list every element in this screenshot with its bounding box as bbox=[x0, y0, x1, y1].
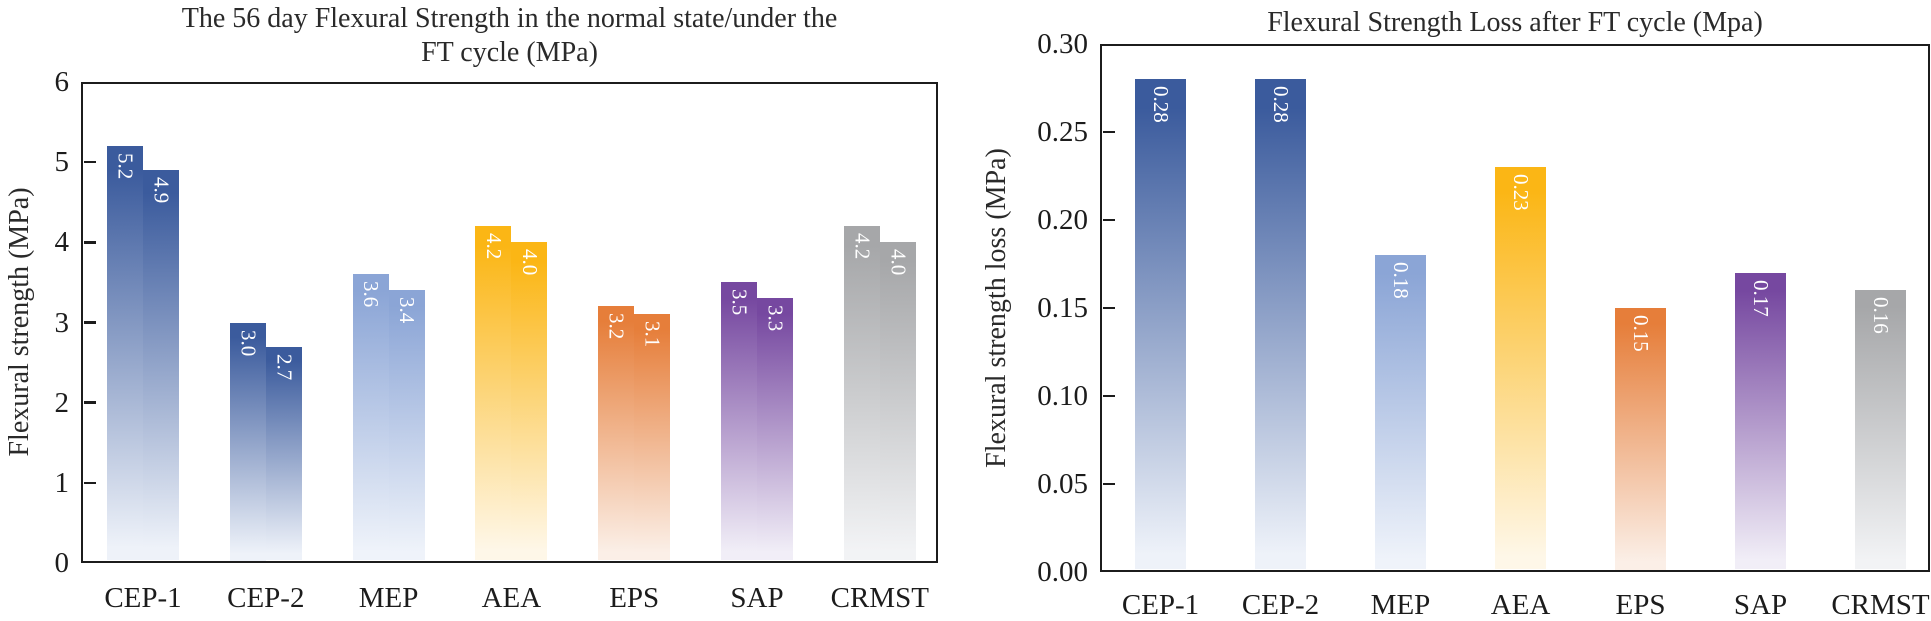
y-tick-label: 0.15 bbox=[1037, 292, 1088, 324]
y-tick bbox=[83, 241, 96, 244]
y-tick-label: 0.25 bbox=[1037, 116, 1088, 148]
bar-value-label: 4.2 bbox=[481, 233, 506, 260]
bar-CEP-2-strength-loss bbox=[1255, 79, 1306, 570]
y-tick bbox=[83, 401, 96, 404]
bar-MEP-under-FT-cycle bbox=[388, 290, 425, 561]
right-chart-title: Flexural Strength Loss after FT cycle (M… bbox=[1100, 6, 1930, 40]
x-category-label-CEP-2: CEP-2 bbox=[1241, 589, 1320, 621]
x-category-label-EPS: EPS bbox=[609, 582, 660, 614]
bar-value-label: 3.0 bbox=[236, 329, 261, 356]
left-chart-title-line2: FT cycle (MPa) bbox=[421, 37, 598, 68]
x-category-label-EPS: EPS bbox=[1615, 589, 1666, 621]
left-chart-title: The 56 day Flexural Strength in the norm… bbox=[81, 2, 938, 70]
y-tick-label: 0.30 bbox=[1037, 28, 1088, 60]
bar-value-label: 0.16 bbox=[1869, 297, 1893, 335]
bar-value-label: 3.3 bbox=[763, 305, 788, 332]
y-tick-label: 1 bbox=[54, 466, 70, 499]
x-category-label-MEP: MEP bbox=[1370, 589, 1431, 621]
x-category-label-CRMST: CRMST bbox=[830, 582, 929, 614]
bar-CRMST-under-FT-cycle bbox=[879, 242, 916, 561]
bar-value-label: 3.5 bbox=[727, 289, 752, 316]
bar-CEP-1-normal-state bbox=[107, 146, 143, 561]
bar-AEA-strength-loss bbox=[1495, 167, 1546, 570]
bar-SAP-under-FT-cycle bbox=[757, 298, 793, 561]
bar-value-label: 0.23 bbox=[1509, 174, 1533, 211]
bar-value-label: 4.9 bbox=[149, 177, 174, 204]
bar-value-label: 2.7 bbox=[272, 353, 297, 380]
y-tick-label: 0.05 bbox=[1037, 468, 1088, 500]
bar-SAP-normal-state bbox=[721, 282, 757, 561]
x-category-label-AEA: AEA bbox=[481, 582, 542, 614]
bar-CRMST-strength-loss bbox=[1855, 290, 1906, 570]
bar-value-label: 0.28 bbox=[1149, 86, 1173, 123]
x-category-label-MEP: MEP bbox=[358, 582, 419, 614]
bar-value-label: 4.0 bbox=[517, 249, 542, 276]
right-chart-title-line1: Flexural Strength Loss after FT cycle (M… bbox=[1267, 7, 1763, 38]
left-chart-title-line1: The 56 day Flexural Strength in the norm… bbox=[181, 3, 838, 34]
bar-value-label: 0.15 bbox=[1629, 315, 1653, 352]
x-category-label-SAP: SAP bbox=[730, 582, 784, 614]
bar-CEP-2-normal-state bbox=[229, 322, 266, 561]
y-tick bbox=[1102, 306, 1115, 310]
bar-value-label: 5.2 bbox=[113, 153, 138, 180]
y-tick bbox=[1102, 218, 1115, 222]
y-tick-label: 0.00 bbox=[1037, 556, 1088, 588]
bar-CRMST-normal-state bbox=[843, 226, 880, 561]
bar-EPS-normal-state bbox=[598, 306, 635, 561]
y-tick bbox=[1102, 394, 1115, 398]
bar-value-label: 4.0 bbox=[886, 249, 911, 276]
bar-EPS-under-FT-cycle bbox=[634, 314, 671, 561]
x-category-label-AEA: AEA bbox=[1490, 589, 1551, 621]
bar-value-label: 3.1 bbox=[640, 321, 665, 348]
x-category-label-CEP-2: CEP-2 bbox=[227, 582, 305, 614]
y-tick-label: 5 bbox=[54, 146, 70, 179]
bar-AEA-normal-state bbox=[475, 226, 512, 561]
y-tick bbox=[83, 481, 96, 485]
bar-MEP-strength-loss bbox=[1375, 255, 1426, 570]
y-tick bbox=[1102, 482, 1115, 486]
y-tick-label: 4 bbox=[54, 226, 70, 259]
x-category-label-CRMST: CRMST bbox=[1831, 589, 1930, 621]
bar-value-label: 3.2 bbox=[604, 313, 629, 340]
y-tick-label: 0.20 bbox=[1037, 204, 1088, 236]
bar-EPS-strength-loss bbox=[1615, 308, 1666, 570]
bar-CEP-2-under-FT-cycle bbox=[265, 346, 302, 561]
bar-CEP-1-under-FT-cycle bbox=[143, 170, 179, 561]
bar-value-label: 0.28 bbox=[1269, 86, 1293, 123]
bar-MEP-normal-state bbox=[352, 274, 389, 561]
y-tick-label: 3 bbox=[54, 306, 70, 339]
y-tick bbox=[1102, 130, 1115, 134]
y-tick-label: 0 bbox=[54, 547, 70, 579]
bar-value-label: 0.18 bbox=[1389, 262, 1413, 299]
y-tick-label: 6 bbox=[54, 66, 70, 98]
bar-AEA-under-FT-cycle bbox=[511, 242, 548, 561]
bar-value-label: 3.6 bbox=[359, 281, 384, 308]
bar-value-label: 3.4 bbox=[395, 297, 420, 324]
x-category-label-CEP-1: CEP-1 bbox=[104, 582, 182, 614]
bar-SAP-strength-loss bbox=[1735, 272, 1786, 570]
x-category-label-CEP-1: CEP-1 bbox=[1121, 589, 1200, 621]
bar-CEP-1-strength-loss bbox=[1135, 79, 1186, 570]
y-tick bbox=[83, 160, 96, 164]
bar-value-label: 0.17 bbox=[1749, 279, 1773, 317]
bar-value-label: 4.2 bbox=[850, 233, 875, 260]
x-category-label-SAP: SAP bbox=[1733, 589, 1788, 621]
y-tick-label: 0.10 bbox=[1037, 380, 1088, 412]
y-tick bbox=[83, 321, 96, 324]
y-tick-label: 2 bbox=[54, 386, 70, 419]
